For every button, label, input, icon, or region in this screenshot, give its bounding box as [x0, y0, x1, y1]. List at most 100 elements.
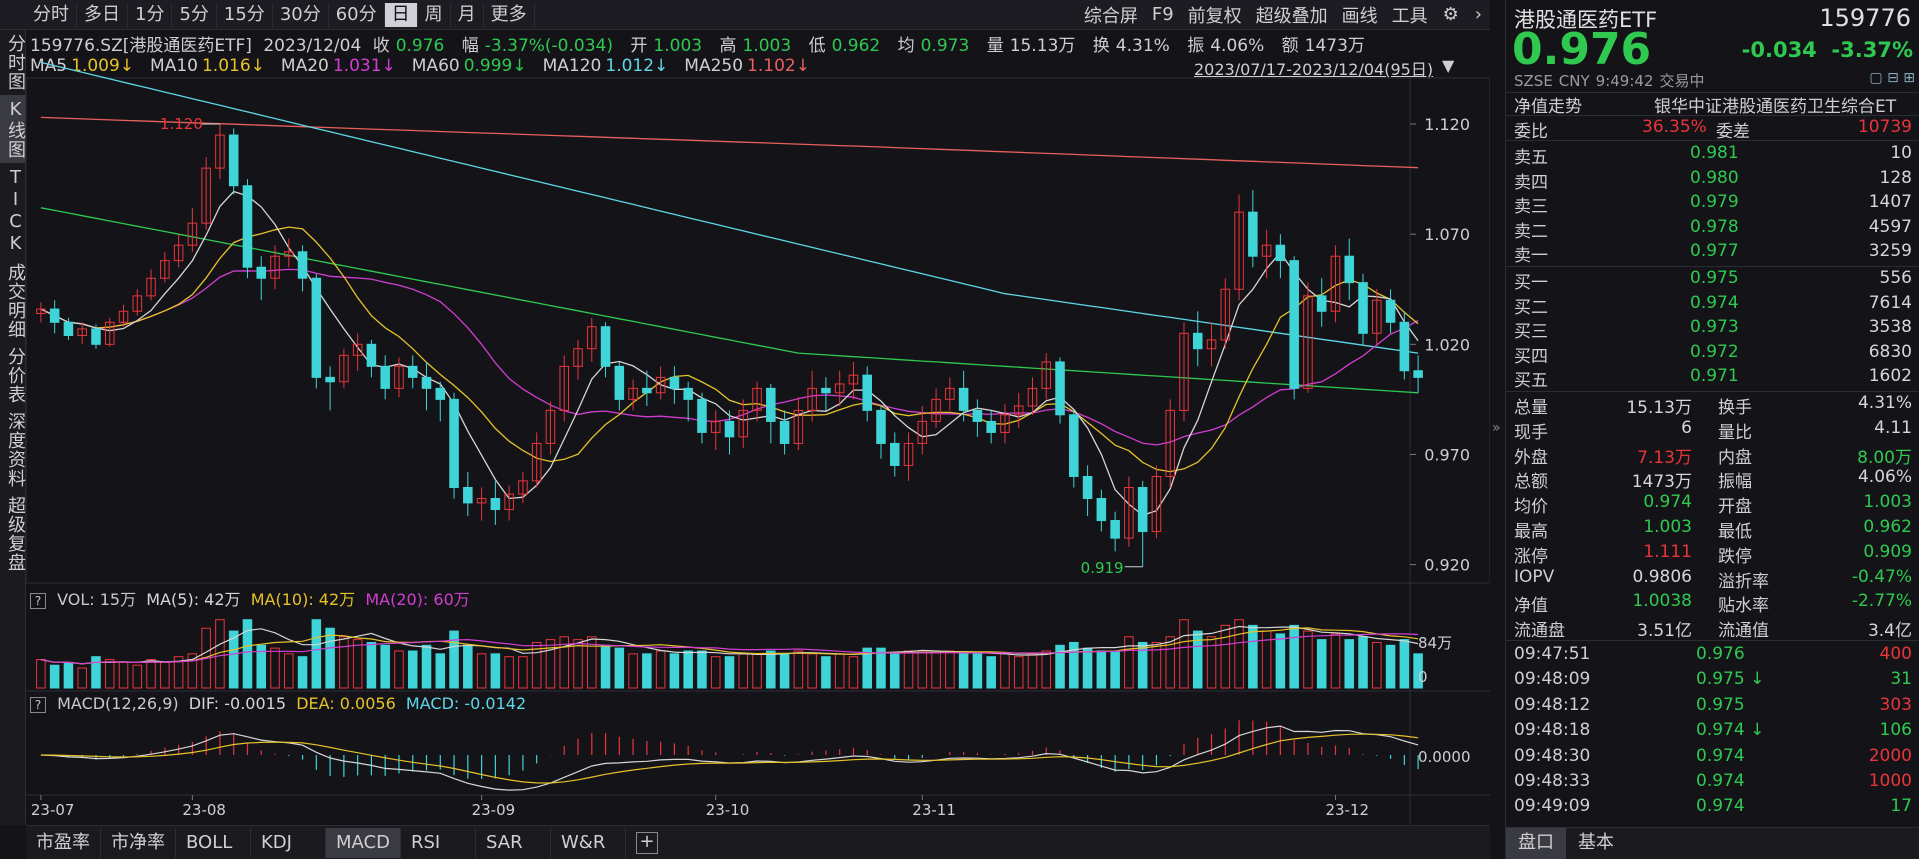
- tool-1[interactable]: F9: [1151, 4, 1174, 25]
- stat-label: 总额: [1514, 472, 1548, 493]
- panel-tool-icons[interactable]: ▢ ⊟ ⊞: [1869, 70, 1915, 86]
- tick-price: 0.974 ↓: [1696, 720, 1765, 741]
- indicator-tab-1[interactable]: 市净率: [101, 827, 176, 858]
- volume-bar: [669, 653, 680, 689]
- stat-label: 最低: [1718, 522, 1752, 542]
- period-10[interactable]: 更多: [484, 2, 535, 27]
- collapse-panel-icon[interactable]: »: [1492, 420, 1501, 436]
- vol-ma5: MA(5): 42万: [146, 590, 241, 609]
- bid-label: 买二: [1514, 297, 1548, 318]
- tick-volume: 106: [1879, 720, 1912, 741]
- chevron-right-icon[interactable]: ›: [1474, 4, 1482, 25]
- candle-body: [1372, 299, 1382, 334]
- tool-4[interactable]: 画线: [1341, 5, 1378, 27]
- bid-label: 买一: [1514, 273, 1548, 293]
- price-tick-label: 0.970: [1424, 445, 1470, 464]
- nav-index-name: 银华中证港股通医药卫生综合ET: [1654, 97, 1897, 117]
- volume-bar: [573, 639, 583, 689]
- macd-dea: DEA: 0.0056: [296, 694, 396, 713]
- volume-bar: [490, 653, 501, 689]
- indicator-tab-4[interactable]: MACD: [326, 827, 401, 858]
- candle-body: [559, 365, 570, 411]
- period-6[interactable]: 60分: [329, 2, 385, 27]
- indicator-tab-0[interactable]: 市盈率: [26, 827, 101, 858]
- tool-2[interactable]: 前复权: [1187, 5, 1242, 27]
- candle-body: [77, 328, 87, 337]
- last-price: 0.976: [1512, 24, 1652, 75]
- period-2[interactable]: 1分: [128, 2, 173, 27]
- period-selector: 分时 多日 1分 5分 15分 30分 60分日周月更多: [0, 0, 535, 29]
- indicator-tab-5[interactable]: RSI: [401, 827, 476, 858]
- tool-3[interactable]: 超级叠加: [1255, 5, 1328, 27]
- candle-body: [807, 387, 817, 411]
- period-0[interactable]: 分时: [26, 2, 77, 27]
- volume-bar: [683, 650, 693, 689]
- volume-bar: [1151, 641, 1162, 689]
- dea-line: [40, 733, 1419, 784]
- ask-volume: 4597: [1868, 216, 1912, 237]
- period-7[interactable]: 日: [384, 2, 418, 27]
- tick-time: 09:48:30: [1514, 745, 1591, 766]
- vtab-0[interactable]: 分时图: [5, 34, 26, 91]
- vtab-4[interactable]: 分价表: [5, 347, 26, 404]
- quote-tab-0[interactable]: 盘口: [1506, 828, 1566, 859]
- range-dropdown-icon[interactable]: ▼: [1442, 56, 1455, 75]
- volume-bar: [889, 653, 900, 689]
- help-icon[interactable]: ?: [30, 697, 46, 713]
- vtab-6[interactable]: 超级复盘: [5, 496, 26, 572]
- indicator-tab-2[interactable]: BOLL: [176, 827, 251, 858]
- stat-value: 3.51亿: [1637, 621, 1692, 642]
- volume-bar: [876, 647, 886, 689]
- high-annotation: 1.120: [160, 115, 203, 133]
- volume-bar: [655, 650, 666, 689]
- price-tick-label: 1.120: [1424, 115, 1470, 134]
- tool-0[interactable]: 综合屏: [1083, 5, 1138, 27]
- period-8[interactable]: 周: [418, 2, 451, 27]
- vtab-2[interactable]: TICK: [5, 167, 26, 255]
- gear-icon[interactable]: ⚙: [1442, 4, 1459, 25]
- volume-bar: [242, 619, 253, 689]
- candle-body: [518, 480, 528, 495]
- volume-bar: [1192, 630, 1203, 689]
- macd-dif: DIF: -0.0015: [188, 694, 287, 713]
- stat-label: 流通值: [1718, 621, 1769, 642]
- stat-value: 4.31%: [1857, 393, 1912, 413]
- period-3[interactable]: 5分: [172, 2, 217, 27]
- ma-name: MA10: [150, 56, 198, 76]
- low-annotation: 0.919: [1081, 559, 1124, 577]
- volume-bar: [807, 653, 817, 689]
- weibi-label: 委比: [1514, 122, 1548, 142]
- help-icon[interactable]: ?: [30, 593, 46, 609]
- candle-body: [1289, 260, 1299, 389]
- vtab-5[interactable]: 深度资料: [5, 412, 26, 488]
- add-tab-icon[interactable]: +: [636, 831, 658, 854]
- kline-chart[interactable]: 1.120 1.070 1.020 0.970 0.920 1.120 0.919 84万 0 0…: [0, 0, 1490, 825]
- period-1[interactable]: 多日: [77, 2, 128, 27]
- candle-body: [1344, 255, 1355, 284]
- price-tick-label: 1.020: [1424, 335, 1470, 354]
- date-tick-label: 23-09: [472, 801, 516, 819]
- tick-time: 09:48:18: [1514, 720, 1591, 741]
- indicator-tab-7[interactable]: W&R: [551, 827, 626, 858]
- vtab-3[interactable]: 成交明细: [5, 263, 26, 339]
- date-range[interactable]: 2023/07/17-2023/12/04(95日): [1194, 60, 1434, 79]
- price-pane: [25, 77, 1490, 584]
- volume-bar: [504, 656, 514, 689]
- candle-body: [1234, 211, 1244, 290]
- candle-body: [215, 134, 225, 169]
- stat-value: 8.00万: [1857, 447, 1912, 468]
- volume-bar: [449, 630, 459, 689]
- stat-value: 1.003: [1643, 517, 1692, 537]
- volume-bar: [297, 656, 308, 689]
- vtab-1[interactable]: K线图: [0, 95, 26, 163]
- tool-5[interactable]: 工具: [1391, 5, 1428, 27]
- turn-label: 换 4.31%: [1092, 36, 1170, 56]
- quote-tab-1[interactable]: 基本: [1578, 832, 1614, 853]
- indicator-tab-6[interactable]: SAR: [476, 827, 551, 858]
- stat-label: 换手: [1718, 398, 1752, 418]
- volume-bar: [146, 659, 156, 689]
- period-4[interactable]: 15分: [217, 2, 273, 27]
- indicator-tab-3[interactable]: KDJ: [251, 827, 326, 858]
- period-5[interactable]: 30分: [273, 2, 329, 27]
- period-9[interactable]: 月: [451, 2, 484, 27]
